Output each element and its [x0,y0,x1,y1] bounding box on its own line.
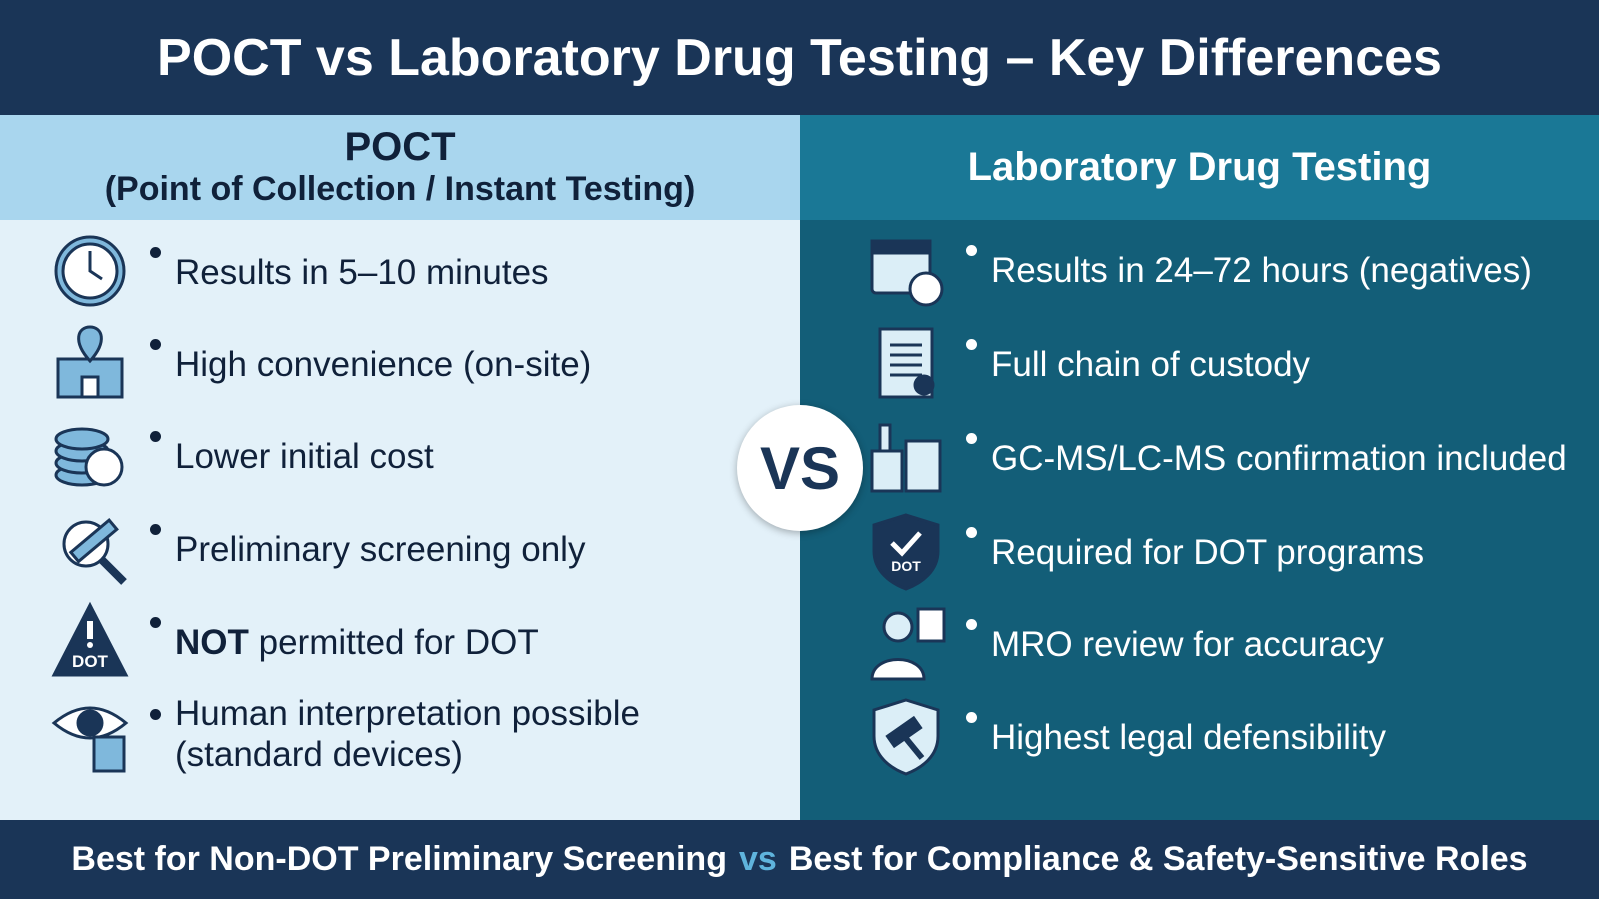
item-label: Lower initial cost [175,436,434,476]
item: Results in 24–72 hours (negatives) [866,228,1586,312]
title: POCT vs Laboratory Drug Testing – Key Di… [0,0,1599,115]
icon [878,327,935,399]
bullet [150,339,161,350]
icon-part [870,658,926,681]
icon-part [99,557,127,585]
right-title: Laboratory Drug Testing [800,115,1599,220]
bullet [966,245,977,256]
bullet [966,527,977,538]
left-subtitle: (Point of Collection / Instant Testing) [104,170,696,208]
icon-part [76,709,104,737]
icon-label: DOT [891,558,921,574]
vs-badge: VS [737,405,863,531]
footer-right: Best for Compliance & Safety-Sensitive R… [788,840,1528,878]
icon-part [87,642,93,648]
icon-label: DOT [72,652,109,671]
icon-part [68,518,119,564]
item: DOT Required for DOT programs [866,510,1586,594]
icon [870,423,942,493]
icon-part [51,601,129,677]
item: Preliminary screening only [50,507,730,591]
icon-part [77,325,103,364]
item-label: MRO review for accuracy [991,624,1384,664]
icon-part [870,239,932,255]
item-label: Preliminary screening only [175,529,586,569]
icon-part [890,531,922,557]
item-label: Results in 5–10 minutes [175,252,549,292]
icon [62,518,127,585]
bullet [966,712,977,723]
icon-part [870,449,904,493]
icon [870,607,946,681]
bullet [966,619,977,630]
left-title: POCT [344,125,456,169]
icon-part [80,375,100,399]
item-label: Full chain of custody [991,344,1311,384]
item: Highest legal defensibility [866,695,1586,779]
footer: Best for Non-DOT Preliminary Screening v… [0,820,1599,899]
bullet [966,339,977,350]
icon-part [913,374,935,396]
icon-part [87,621,93,639]
item-text: MRO review for accuracy [991,624,1384,665]
item: MRO review for accuracy [866,602,1586,686]
icon: DOT [872,513,940,591]
icon-part [878,423,892,453]
icon-part [882,611,914,643]
item-text: Required for DOT programs [991,532,1424,573]
icon [54,235,126,307]
icon-part [84,447,124,487]
item-emphasis: NOT [175,622,249,662]
item: High convenience (on-site) [50,322,730,406]
bullet [150,524,161,535]
icon [870,239,944,307]
icon [54,427,124,487]
item-label: Required for DOT programs [991,532,1425,572]
item-label: High convenience (on-site) [175,344,592,384]
item-text: GC-MS/LC-MS confirmation included [991,438,1567,479]
icon [872,698,940,776]
item: Results in 5–10 minutes [50,230,730,314]
item-label: Results in 24–72 hours (negatives) [991,250,1532,290]
item-text: Highest legal defensibility [991,717,1386,758]
item-text: Full chain of custody [991,344,1310,385]
item-text: Preliminary screening only [175,529,585,570]
item: Lower initial cost [50,414,730,498]
item-text: Results in 5–10 minutes [175,252,549,293]
bullet [150,709,161,720]
icon [56,325,124,399]
item-text: NOT permitted for DOT [175,622,539,663]
bullet [966,433,977,444]
icon-part [908,271,944,307]
icon [51,706,129,773]
icon: DOT [51,601,129,677]
item-text: High convenience (on-site) [175,344,591,385]
item: Full chain of custody [866,322,1586,406]
item: GC-MS/LC-MS confirmation included [866,416,1586,500]
icon-part [92,735,126,773]
item-text: Results in 24–72 hours (negatives) [991,250,1532,291]
item: Human interpretation possible (standard … [50,692,730,776]
icon-part [916,607,946,643]
item: DOT NOT permitted for DOT [50,600,730,684]
footer-left: Best for Non-DOT Preliminary Screening [71,840,727,878]
item-label: permitted for DOT [258,622,539,662]
icon-part [901,734,925,760]
left-header: POCT (Point of Collection / Instant Test… [0,115,800,220]
icon-part [54,427,110,451]
footer-separator: vs [738,840,777,878]
icon-part [88,251,103,281]
bullet [150,617,161,628]
icon-part [904,439,942,493]
item-label: Highest legal defensibility [991,717,1386,757]
item-label: Human interpretation possible (standard … [175,694,640,774]
item-label: GC-MS/LC-MS confirmation included [991,438,1567,478]
bullet [150,431,161,442]
item-text: Human interpretation possible (standard … [175,693,730,775]
bullet [150,247,161,258]
item-text: Lower initial cost [175,436,434,477]
